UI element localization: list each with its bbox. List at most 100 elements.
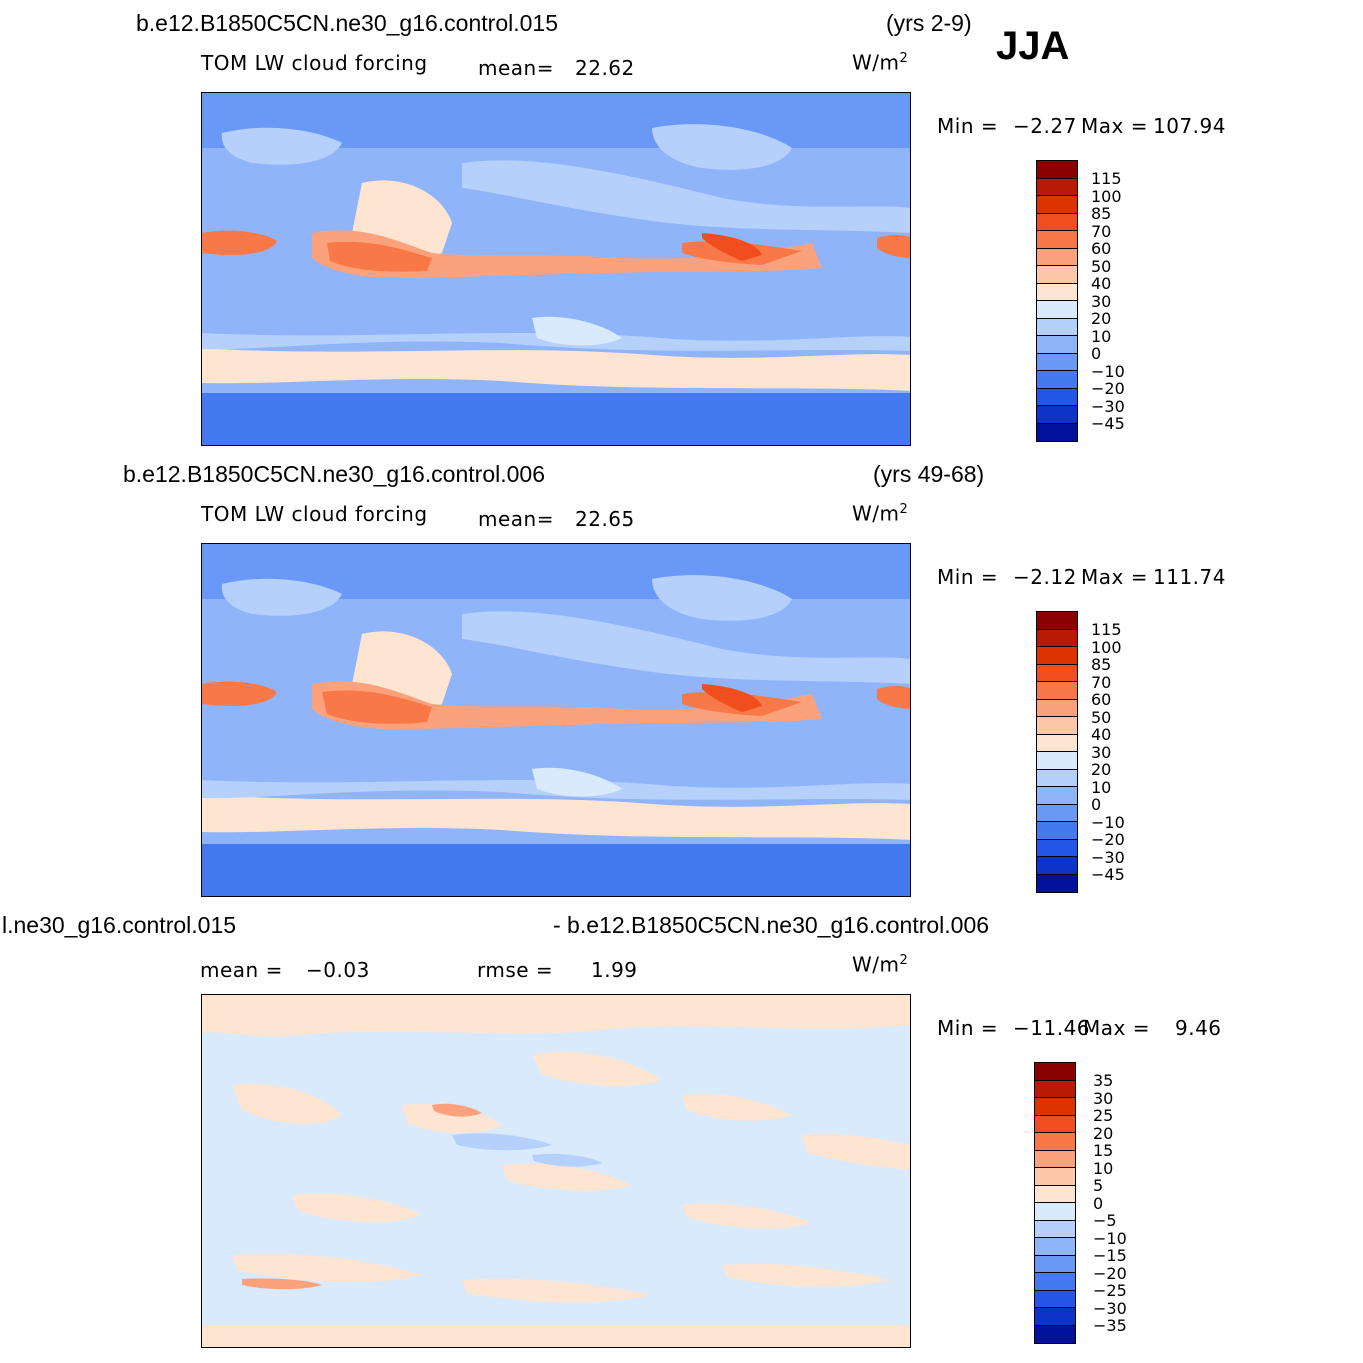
colorbar-swatch [1037,822,1077,840]
panel2-units: W/m2 [852,503,908,524]
panel1-years: (yrs 2-9) [886,10,972,36]
units-text: W/m [852,501,900,526]
panel2-max-label: Max = [1081,565,1148,589]
colorbar-tick-label: 30 [1091,742,1112,762]
colorbar-tick-label: 35 [1093,1071,1114,1090]
colorbar-tick-label: 10 [1091,777,1112,797]
colorbar-swatch [1037,839,1077,857]
colorbar-tick-label: 20 [1091,760,1112,779]
colorbar-swatch [1035,1203,1075,1221]
panel1-colorbar [1036,160,1078,442]
colorbar-swatch [1037,734,1077,752]
panel1-case-title: b.e12.B1850C5CN.ne30_g16.control.015 [136,10,558,36]
colorbar-swatch [1037,787,1077,805]
colorbar-swatch [1037,353,1077,371]
panel1-max-label: Max = [1081,114,1148,138]
colorbar-tick-label: −20 [1093,1263,1127,1283]
colorbar-swatch [1037,231,1077,249]
panel2-variable: TOM LW cloud forcing [201,502,428,526]
colorbar-swatch [1037,318,1077,336]
panel2-mean-label: mean= [478,507,554,531]
colorbar-swatch [1037,213,1077,231]
panel3-map-svg [202,995,910,1347]
colorbar-tick-label: 0 [1091,795,1102,814]
colorbar-swatch [1035,1308,1075,1326]
colorbar-tick-label: −25 [1093,1281,1127,1300]
colorbar-swatch [1037,336,1077,354]
colorbar-tick-label: 15 [1093,1141,1114,1160]
colorbar-tick-label: 50 [1091,256,1112,276]
season-label: JJA [996,24,1070,68]
colorbar-tick-label: 25 [1093,1106,1114,1125]
panel3-rmse-value: 1.99 [591,958,638,982]
colorbar-tick-label: −30 [1093,1298,1127,1318]
panel2-min-value: −2.12 [1013,565,1077,589]
panel3-min-value: −11.46 [1013,1016,1091,1040]
panel3-case-left: l.ne30_g16.control.015 [2,912,237,938]
colorbar-swatch [1037,769,1077,787]
colorbar-swatch [1035,1273,1075,1291]
colorbar-tick-label: −45 [1091,414,1125,433]
colorbar-tick-label: 40 [1091,274,1112,293]
units-exponent: 2 [899,953,909,968]
panel1-map-svg [202,93,910,445]
colorbar-swatch [1035,1220,1075,1238]
colorbar-swatch [1035,1133,1075,1151]
colorbar-tick-label: −20 [1091,830,1125,849]
panel3-mean-value: −0.03 [306,958,370,982]
colorbar-tick-label: 20 [1091,309,1112,328]
panel3-colorbar [1034,1062,1076,1344]
colorbar-swatch [1037,178,1077,196]
colorbar-tick-label: 30 [1093,1088,1114,1108]
colorbar-swatch [1035,1098,1075,1116]
colorbar-tick-label: 0 [1093,1193,1104,1213]
colorbar-swatch [1037,283,1077,301]
colorbar-tick-label: 85 [1091,204,1112,223]
colorbar-tick-label: −10 [1091,361,1125,381]
panel2-max-value: 111.74 [1153,565,1226,589]
units-exponent: 2 [899,51,909,66]
panel3-mean-label: mean = [200,958,283,982]
panel1-max-value: 107.94 [1153,114,1226,138]
colorbar-swatch [1037,682,1077,700]
panel2-mean-value: 22.65 [575,507,635,531]
colorbar-swatch [1037,423,1077,441]
colorbar-tick-label: −10 [1091,812,1125,832]
colorbar-tick-label: −35 [1093,1316,1127,1335]
colorbar-swatch [1035,1080,1075,1098]
panel3-max-label: Max = [1083,1016,1150,1040]
colorbar-tick-label: 40 [1091,725,1112,744]
colorbar-tick-label: −30 [1091,396,1125,416]
colorbar-swatch [1035,1185,1075,1203]
units-exponent: 2 [899,502,909,517]
panel2-map-svg [202,544,910,896]
colorbar-tick-label: −15 [1093,1246,1127,1265]
colorbar-tick-label: 70 [1091,221,1112,241]
panel1-mean-label: mean= [478,56,554,80]
colorbar-swatch [1035,1255,1075,1273]
colorbar-swatch [1037,857,1077,875]
colorbar-tick-label: 10 [1091,326,1112,346]
colorbar-tick-label: 70 [1091,672,1112,692]
colorbar-tick-label: −10 [1093,1228,1127,1248]
colorbar-tick-label: −30 [1091,847,1125,867]
colorbar-swatch [1037,664,1077,682]
colorbar-swatch [1035,1290,1075,1308]
units-text: W/m [852,952,900,977]
colorbar-swatch [1037,647,1077,665]
colorbar-swatch [1037,804,1077,822]
colorbar-tick-label: 115 [1091,169,1122,188]
colorbar-swatch [1037,629,1077,647]
colorbar-swatch [1037,301,1077,319]
colorbar-swatch [1037,717,1077,735]
panel2-years: (yrs 49-68) [873,461,985,487]
panel1-variable: TOM LW cloud forcing [201,51,428,75]
colorbar-swatch [1035,1238,1075,1256]
colorbar-tick-label: 60 [1091,690,1112,709]
panel2-case-title: b.e12.B1850C5CN.ne30_g16.control.006 [123,461,545,487]
colorbar-swatch [1037,699,1077,717]
colorbar-tick-label: 100 [1091,186,1122,206]
colorbar-swatch [1037,874,1077,892]
colorbar-tick-label: 10 [1093,1158,1114,1178]
panel1-units: W/m2 [852,52,908,73]
